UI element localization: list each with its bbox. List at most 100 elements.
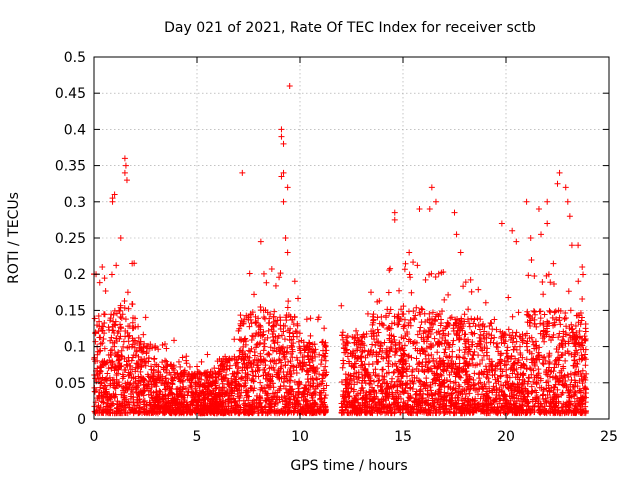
data-point-outlier xyxy=(566,213,573,220)
data-point xyxy=(568,326,575,333)
data-point xyxy=(114,398,121,405)
data-point xyxy=(103,377,110,384)
data-point xyxy=(411,339,418,346)
data-point xyxy=(307,332,314,339)
data-point xyxy=(401,266,408,273)
data-point xyxy=(291,313,298,320)
data-point xyxy=(112,318,119,325)
data-point xyxy=(343,339,350,346)
data-point xyxy=(441,349,448,356)
data-point xyxy=(529,388,536,395)
data-point xyxy=(339,336,346,343)
data-point xyxy=(493,385,500,392)
data-point xyxy=(539,392,546,399)
data-point xyxy=(427,324,434,331)
data-point xyxy=(462,390,469,397)
data-point xyxy=(450,379,457,386)
data-point xyxy=(135,391,142,398)
data-point xyxy=(577,401,584,408)
data-point xyxy=(358,353,365,360)
data-point xyxy=(494,374,501,381)
data-point xyxy=(318,357,325,364)
data-point xyxy=(404,365,411,372)
data-point xyxy=(100,311,107,318)
data-point xyxy=(106,409,113,416)
data-point xyxy=(562,314,569,321)
data-point xyxy=(437,322,444,329)
data-point xyxy=(450,328,457,335)
data-point xyxy=(423,397,430,404)
data-point xyxy=(219,393,226,400)
data-point xyxy=(483,403,490,410)
data-point xyxy=(288,342,295,349)
data-point xyxy=(94,365,101,372)
data-point xyxy=(375,378,382,385)
data-point xyxy=(405,410,412,417)
data-point xyxy=(356,405,363,412)
data-point xyxy=(245,397,252,404)
data-point xyxy=(528,256,535,263)
data-point xyxy=(468,329,475,336)
data-point xyxy=(307,315,314,322)
data-point xyxy=(434,399,441,406)
data-point xyxy=(350,349,357,356)
data-point xyxy=(570,393,577,399)
data-point xyxy=(506,374,513,381)
data-point-outlier xyxy=(111,191,118,198)
data-point xyxy=(340,409,347,416)
data-point xyxy=(266,351,273,358)
data-point xyxy=(431,362,438,369)
data-point xyxy=(97,380,104,387)
data-point xyxy=(433,377,440,384)
data-point xyxy=(98,398,105,405)
data-point xyxy=(463,385,470,392)
data-point xyxy=(371,336,378,343)
data-point xyxy=(276,375,283,382)
data-point xyxy=(465,361,472,368)
data-point xyxy=(140,331,147,338)
data-point xyxy=(345,388,352,395)
data-point xyxy=(445,320,452,327)
data-point xyxy=(520,362,527,369)
data-point xyxy=(542,357,549,364)
data-point xyxy=(162,375,169,382)
data-point xyxy=(180,401,187,408)
data-point xyxy=(524,311,531,318)
data-point xyxy=(555,407,562,414)
data-point xyxy=(355,399,362,406)
data-point xyxy=(121,394,128,401)
data-point xyxy=(509,370,516,377)
data-point xyxy=(395,315,402,322)
data-point xyxy=(476,334,483,341)
data-point xyxy=(179,354,186,361)
data-point xyxy=(307,353,314,360)
data-point xyxy=(505,385,512,392)
data-point xyxy=(448,369,455,376)
data-point xyxy=(277,270,284,277)
data-point xyxy=(572,360,579,367)
data-point xyxy=(141,359,148,366)
data-point xyxy=(137,338,144,345)
data-point xyxy=(380,355,387,362)
data-point xyxy=(564,401,571,408)
data-point xyxy=(382,312,389,319)
data-point xyxy=(425,352,432,359)
data-point xyxy=(155,363,162,370)
data-point xyxy=(430,321,437,328)
data-point xyxy=(468,315,475,322)
data-point xyxy=(423,345,430,352)
data-point xyxy=(373,401,380,408)
data-point xyxy=(99,327,106,334)
data-point xyxy=(381,339,388,346)
data-point xyxy=(473,343,480,350)
x-tick-label: 5 xyxy=(193,429,202,445)
data-point xyxy=(436,355,443,362)
data-point xyxy=(245,314,252,321)
data-point xyxy=(322,363,329,370)
data-point xyxy=(566,404,573,411)
data-point xyxy=(397,382,404,389)
data-point xyxy=(221,406,228,413)
data-point xyxy=(241,361,248,368)
data-point xyxy=(528,371,535,378)
data-point xyxy=(568,400,575,407)
